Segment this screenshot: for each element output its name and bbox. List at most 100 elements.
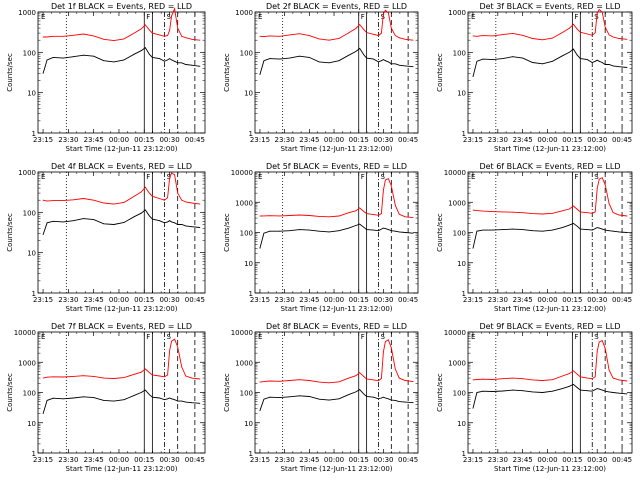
plot-frame [37, 11, 206, 134]
lld-series-line-point [113, 378, 115, 379]
lld-series-line-point [492, 35, 494, 37]
events-series-line-point [348, 227, 350, 229]
x-tick-label: 00:00 [537, 296, 557, 304]
lld-series-line-point [626, 38, 628, 40]
lld-series-line-point [181, 199, 183, 201]
y-axis-label: Counts/sec [223, 373, 231, 412]
events-series-line-point [552, 390, 553, 392]
lld-series-line-point [608, 34, 610, 36]
events-series-line-point [199, 65, 201, 67]
lld-series-line-point [591, 378, 593, 380]
lld-series-line-point [171, 340, 173, 342]
y-tick-label: 1000 [448, 199, 466, 207]
x-tick-label: 23:15 [463, 296, 483, 304]
lld-series-line-point [502, 378, 504, 380]
x-axis-label: Start Time (12-Jun-11 23:12:00) [66, 145, 178, 153]
events-series-line-point [398, 231, 400, 233]
y-tick-label: 10000 [231, 169, 253, 177]
x-tick-label: 00:00 [537, 456, 557, 464]
x-tick-label: 23:30 [275, 296, 295, 304]
lld-series-line-point [52, 200, 54, 202]
y-tick-label: 100 [23, 209, 36, 217]
events-series-line-point [404, 65, 406, 67]
y-tick-label: 100 [23, 390, 36, 398]
lld-series-line-point [532, 213, 533, 215]
x-tick-label: 23:15 [33, 456, 53, 464]
plot-frame [37, 171, 206, 294]
x-tick-label: 23:30 [58, 456, 78, 464]
lld-series-line-point [289, 215, 290, 216]
events-series-line-point [596, 59, 598, 61]
events-series-line-point [152, 57, 153, 58]
lld-series-line-point [604, 184, 606, 186]
lld-series-line-point [62, 200, 64, 202]
events-series-line-point [167, 221, 169, 223]
events-series-line-point [279, 58, 281, 60]
y-tick-label: 1000 [448, 9, 466, 17]
events-series-line-point [579, 228, 581, 230]
events-series-line-point [169, 397, 171, 399]
lld-series-line-point [177, 192, 179, 194]
events-series-line-point [598, 227, 600, 229]
x-tick-label: 23:45 [84, 456, 104, 464]
lld-series-line-point [159, 375, 160, 377]
x-axis-label: Start Time (12-Jun-11 23:12:00) [66, 465, 178, 473]
lld-series-line-point [512, 377, 514, 379]
events-series-line-point [512, 228, 514, 230]
y-tick-label: 1000 [18, 169, 36, 177]
lld-series-line-point [404, 38, 406, 40]
lld-series-line-point [394, 204, 396, 206]
x-tick-label: 23:45 [84, 296, 104, 304]
lld-series-line-point [159, 198, 160, 199]
events-series-line-point [152, 396, 153, 398]
events-series-line-point [73, 220, 74, 222]
events-series-line-point [185, 225, 187, 227]
x-tick-label: 00:00 [109, 456, 129, 464]
y-axis-label: Counts/sec [436, 373, 444, 412]
events-series-line-point [522, 229, 524, 231]
x-tick-label: 00:45 [185, 136, 205, 144]
plot-frame [467, 11, 633, 134]
lld-series-line-point [42, 36, 44, 38]
events-series-line-point [390, 399, 392, 401]
lld-series-line-point [381, 32, 382, 34]
x-tick-label: 00:30 [159, 296, 179, 304]
lld-series-line-point [144, 186, 146, 188]
lld-series-line-point [594, 211, 596, 213]
lld-series-line-point [279, 215, 281, 217]
x-axis-label: Start Time (12-Jun-11 23:12:00) [494, 465, 606, 473]
events-series-line-point [308, 57, 310, 58]
x-tick-label: 23:45 [299, 296, 319, 304]
x-tick-label: 00:45 [398, 456, 418, 464]
x-tick-label: 00:15 [349, 136, 369, 144]
lld-series-line-point [93, 35, 95, 37]
lld-series-line-point [532, 38, 533, 39]
x-tick-label: 23:45 [299, 456, 319, 464]
lld-series-line-point [562, 210, 563, 212]
events-series-line-point [472, 247, 474, 249]
events-series-line-point [355, 391, 357, 393]
events-series-line [42, 389, 200, 414]
x-tick-label: 23:30 [488, 136, 508, 144]
lld-series-line [43, 338, 200, 380]
events-series-line-point [363, 54, 365, 55]
y-axis-label: Counts/sec [436, 53, 444, 92]
events-series-line-point [113, 400, 115, 402]
lld-series-line-point [338, 38, 340, 39]
lld-series-line-point [299, 33, 300, 35]
y-tick-label: 1000 [235, 9, 253, 17]
events-series-line-point [359, 389, 361, 390]
lld-series-line-point [398, 37, 400, 39]
events-series-line-point [62, 221, 64, 223]
events-series-line-point [378, 61, 379, 63]
events-series-line-point [482, 390, 484, 392]
events-series-line-point [576, 387, 578, 388]
events-series-line-point [144, 389, 146, 391]
events-series-line-point [167, 59, 169, 61]
events-series-line-point [476, 392, 478, 393]
events-series-line-point [308, 229, 310, 231]
events-series-line-point [318, 61, 320, 63]
lld-series-line-point [598, 178, 600, 180]
lld-series-line-point [366, 213, 367, 215]
events-series-line [259, 223, 414, 249]
